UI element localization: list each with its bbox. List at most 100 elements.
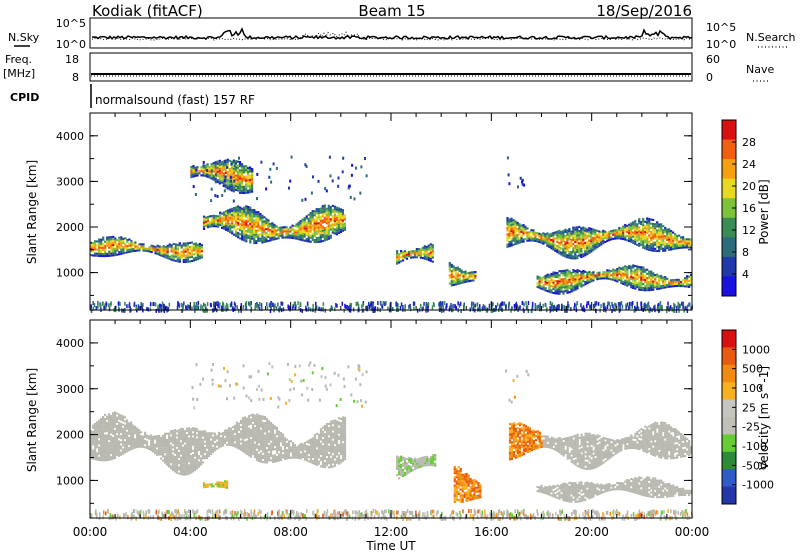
scatter-cell xyxy=(313,226,316,229)
scatter-cell xyxy=(210,225,214,228)
scatter-cell xyxy=(102,448,105,451)
noise-cell xyxy=(392,307,394,311)
scatter-cell xyxy=(640,280,643,283)
scatter-cell xyxy=(301,220,304,223)
scatter-cell xyxy=(172,440,175,443)
scatter-cell xyxy=(454,269,457,272)
scatter-cell xyxy=(684,240,687,243)
scatter-cell xyxy=(564,247,567,250)
scatter-cell xyxy=(102,428,105,431)
scatter-cell xyxy=(116,427,119,430)
scatter-cell xyxy=(261,231,264,234)
scatter-cell xyxy=(106,459,109,462)
scatter-cell xyxy=(628,281,631,284)
scatter-cell xyxy=(230,177,233,180)
scatter-cell xyxy=(518,231,521,234)
scatter-cell xyxy=(662,249,665,252)
scatter-cell xyxy=(313,212,316,215)
noise-cell xyxy=(214,301,217,306)
scatter-cell xyxy=(130,242,133,245)
scatter-cell xyxy=(562,290,565,293)
scatter-cell xyxy=(124,432,127,435)
scatter-cell xyxy=(405,251,409,254)
scatter-cell xyxy=(226,158,229,161)
scatter-cell xyxy=(421,257,424,260)
scatter-cell xyxy=(195,461,199,464)
scatter-cell xyxy=(136,249,139,252)
scatter-cell xyxy=(624,273,627,276)
scatter-cell xyxy=(257,239,260,242)
scatter-cell xyxy=(644,281,647,284)
scatter-cell xyxy=(520,224,523,227)
scatter-cell xyxy=(628,225,631,228)
scatter-cell xyxy=(538,276,541,279)
noise-cell xyxy=(193,301,195,306)
scatter-cell xyxy=(184,258,187,261)
scatter-cell xyxy=(114,417,117,420)
scatter-cell xyxy=(640,272,643,275)
scatter-cell xyxy=(225,429,229,432)
noise-cell xyxy=(567,301,569,306)
scatter-cell xyxy=(237,213,240,216)
scatter-cell xyxy=(329,220,332,223)
scatter-cell xyxy=(596,244,599,247)
scatter-cell xyxy=(560,243,563,246)
scatter-cell xyxy=(323,208,326,211)
scatter-cell xyxy=(572,247,575,250)
scatter-cell xyxy=(269,235,272,238)
scatter-cell xyxy=(317,236,320,239)
noise-cell xyxy=(370,306,373,311)
scatter-cell xyxy=(209,440,213,443)
y-tick-label: 4000 xyxy=(56,130,84,143)
scatter-cell xyxy=(219,439,223,442)
scatter-cell xyxy=(256,197,258,201)
scatter-cell xyxy=(120,418,123,421)
scatter-cell xyxy=(251,233,254,236)
scatter-cell xyxy=(522,224,525,227)
scatter-cell xyxy=(257,227,260,230)
noise-cell xyxy=(292,304,294,309)
scatter-cell xyxy=(150,248,153,251)
scatter-cell xyxy=(654,249,657,252)
scatter-cell xyxy=(287,232,290,235)
scatter-cell xyxy=(562,232,565,235)
scatter-cell xyxy=(134,247,137,250)
scatter-cell xyxy=(664,241,667,244)
scatter-cell xyxy=(634,271,637,274)
scatter-cell xyxy=(331,223,334,226)
scatter-cell xyxy=(116,245,119,248)
scatter-cell xyxy=(335,210,338,213)
scatter-cell xyxy=(662,239,665,242)
scatter-cell xyxy=(546,242,549,245)
scatter-cell xyxy=(203,432,207,435)
scatter-cell xyxy=(688,242,691,245)
scatter-cell xyxy=(195,442,199,445)
scatter-cell xyxy=(242,191,246,194)
scatter-cell xyxy=(590,232,593,235)
scatter-cell xyxy=(570,257,573,260)
scatter-cell xyxy=(227,221,230,224)
scatter-cell xyxy=(656,221,659,224)
scatter-cell xyxy=(191,429,195,432)
scatter-cell xyxy=(674,237,677,240)
scatter-cell xyxy=(293,229,296,232)
scatter-cell xyxy=(596,274,599,277)
scatter-cell xyxy=(510,232,513,235)
scatter-cell xyxy=(239,233,242,236)
scatter-cell xyxy=(562,286,565,289)
scatter-cell xyxy=(271,232,274,235)
scatter-cell xyxy=(265,219,268,222)
scatter-cell xyxy=(311,226,314,229)
scatter-cell xyxy=(142,249,145,252)
scatter-cell xyxy=(283,228,286,231)
scatter-cell xyxy=(178,252,181,255)
scatter-cell xyxy=(126,419,129,422)
scatter-cell xyxy=(568,280,571,283)
scatter-cell xyxy=(239,208,242,211)
scatter-cell xyxy=(566,229,569,232)
scatter-cell xyxy=(343,224,346,227)
scatter-cell xyxy=(588,243,591,246)
scatter-cell xyxy=(562,238,565,241)
noise-cell xyxy=(119,302,121,306)
scatter-cell xyxy=(226,183,229,186)
